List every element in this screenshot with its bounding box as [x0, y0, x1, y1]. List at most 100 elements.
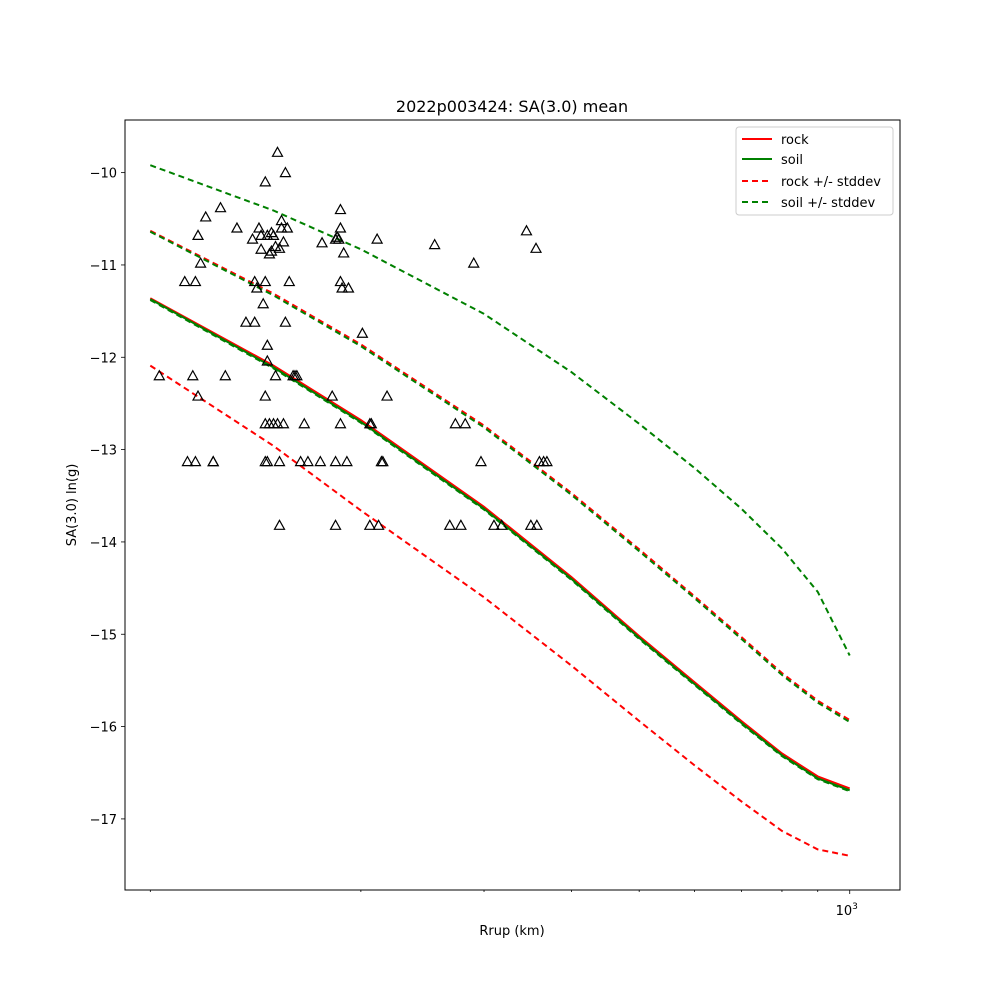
- y-tick-label-2: −12: [90, 351, 117, 366]
- observation-point-1: [178, 275, 191, 287]
- observation-point-31: [261, 229, 274, 241]
- observation-point-78: [363, 519, 376, 530]
- observation-point-17: [248, 275, 261, 287]
- observation-point-8: [194, 256, 207, 268]
- observation-point-88: [454, 519, 467, 530]
- y-tick-label-0: −10: [90, 167, 117, 182]
- x-axis-label: Rrup (km): [479, 924, 544, 939]
- observation-point-3: [186, 369, 199, 381]
- observation-point-67: [332, 232, 345, 244]
- y-tick-label-3: −13: [90, 444, 117, 459]
- legend-label-rock-stddev: rock +/- stddev: [781, 175, 881, 190]
- observation-point-48: [277, 235, 290, 247]
- observation-point-30: [261, 455, 274, 467]
- observation-point-92: [487, 519, 501, 530]
- observation-point-44: [273, 519, 286, 530]
- observation-point-89: [459, 417, 472, 429]
- series-line-3: [149, 229, 851, 721]
- observation-point-22: [255, 243, 268, 254]
- observation-point-9: [199, 210, 212, 222]
- y-axis: −10 −11 −12 −13 −14 −15 −16 −17: [90, 167, 125, 828]
- observation-point-52: [281, 221, 294, 233]
- observation-point-96: [530, 519, 543, 530]
- observation-point-97: [529, 242, 543, 253]
- observation-point-72: [336, 281, 349, 293]
- observation-point-41: [271, 146, 284, 157]
- observation-point-94: [520, 224, 533, 236]
- observation-point-70: [334, 221, 347, 233]
- observation-point-18: [248, 315, 261, 327]
- observation-point-38: [267, 229, 280, 241]
- observation-point-19: [250, 281, 263, 293]
- observation-point-100: [540, 455, 553, 467]
- observation-point-45: [273, 242, 286, 253]
- legend-box: [735, 126, 894, 216]
- observation-point-56: [290, 369, 303, 381]
- observation-point-6: [191, 229, 205, 241]
- observation-point-50: [279, 315, 292, 327]
- observation-point-76: [356, 327, 369, 338]
- observation-point-93: [495, 519, 508, 530]
- observation-point-91: [474, 455, 487, 467]
- observation-point-46: [275, 221, 288, 233]
- observation-point-60: [314, 455, 327, 467]
- y-axis-label: SA(3.0) ln(g): [65, 464, 80, 547]
- observation-point-81: [372, 519, 385, 530]
- observation-point-62: [326, 389, 339, 401]
- observation-point-11: [207, 455, 220, 467]
- observation-point-20: [252, 221, 265, 233]
- observation-point-75: [342, 281, 355, 293]
- observation-point-4: [189, 455, 202, 467]
- observation-point-84: [381, 389, 394, 401]
- observation-point-13: [219, 369, 232, 381]
- observation-point-68: [334, 417, 347, 429]
- plot-area: [149, 146, 851, 857]
- observation-point-29: [261, 339, 274, 350]
- observation-point-32: [261, 354, 274, 366]
- x-axis: 103: [149, 890, 858, 919]
- observation-point-14: [230, 221, 243, 233]
- observation-point-73: [337, 246, 350, 258]
- legend-label-soil: soil: [781, 153, 803, 168]
- observation-point-25: [259, 389, 272, 401]
- observation-point-65: [329, 455, 342, 467]
- y-tick-label-5: −15: [90, 628, 117, 643]
- observation-point-16: [246, 232, 259, 244]
- observation-point-5: [189, 275, 202, 287]
- x-tick-label-0: 103: [836, 902, 858, 919]
- series-line-0: [149, 297, 851, 790]
- series-line-5: [149, 230, 851, 723]
- observation-point-0: [153, 369, 166, 381]
- observation-point-39: [269, 369, 282, 381]
- observation-point-57: [294, 455, 307, 467]
- observation-point-49: [277, 417, 290, 429]
- series-line-2: [149, 364, 850, 857]
- observation-point-79: [365, 417, 378, 429]
- observation-point-58: [298, 417, 311, 429]
- observation-point-61: [316, 236, 329, 248]
- axes-frame: [124, 119, 901, 891]
- y-tick-label-1: −11: [90, 259, 117, 274]
- observation-point-43: [273, 455, 286, 467]
- observation-point-12: [214, 201, 227, 213]
- y-tick-label-7: −17: [90, 813, 117, 828]
- model-curves: [149, 164, 851, 857]
- observation-point-80: [371, 232, 384, 244]
- series-line-6: [149, 164, 851, 656]
- series-line-4: [149, 299, 851, 793]
- observation-point-87: [449, 417, 462, 429]
- observation-point-24: [259, 275, 272, 287]
- observation-point-53: [283, 275, 296, 287]
- y-tick-label-4: −14: [90, 536, 117, 551]
- observation-point-86: [443, 519, 456, 530]
- observation-point-51: [279, 166, 292, 178]
- chart-title: 2022p003424: SA(3.0) mean: [396, 97, 628, 116]
- observation-point-90: [467, 256, 480, 268]
- observation-point-21: [255, 229, 268, 241]
- observation-point-2: [181, 455, 194, 467]
- observation-point-59: [301, 455, 314, 467]
- observations: [153, 146, 553, 530]
- y-tick-label-6: −16: [90, 721, 117, 736]
- observation-point-47: [275, 214, 288, 226]
